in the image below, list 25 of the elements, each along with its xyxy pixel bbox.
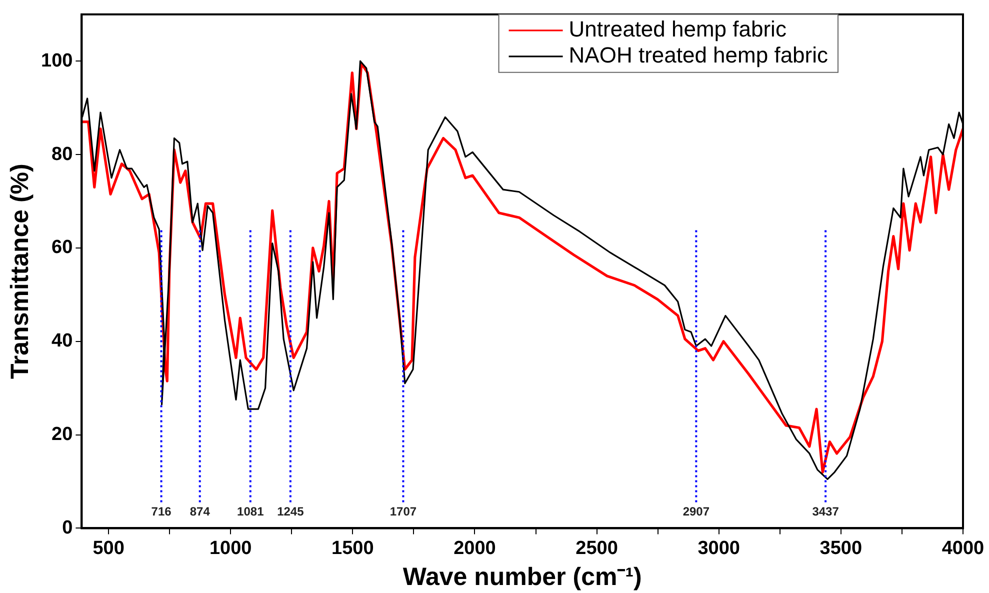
- x-tick-label: 4000: [942, 538, 984, 559]
- legend-label: Untreated hemp fabric: [568, 16, 786, 42]
- ref-line-label: 1707: [390, 504, 417, 519]
- x-axis-title: Wave number (cm⁻¹): [402, 562, 642, 591]
- ref-line-label: 1081: [237, 504, 264, 519]
- x-tick-label: 3000: [698, 538, 740, 559]
- x-tick-label: 1000: [209, 538, 252, 559]
- x-tick-label: 1500: [332, 538, 374, 559]
- y-tick-label: 20: [52, 424, 73, 446]
- ref-line-label: 3437: [812, 504, 840, 519]
- y-tick-label: 40: [52, 330, 73, 352]
- x-tick-label: 3500: [820, 538, 862, 559]
- y-tick-label: 0: [62, 517, 73, 538]
- y-tick-label: 80: [52, 144, 73, 165]
- x-tick-label: 500: [92, 538, 124, 559]
- ref-line-label: 874: [190, 504, 210, 519]
- ref-line-label: 2907: [682, 504, 710, 519]
- ref-line-label: 716: [151, 504, 172, 519]
- legend-label: NAOH treated hemp fabric: [568, 42, 828, 68]
- y-tick-label: 60: [52, 237, 73, 258]
- ref-line-label: 1245: [277, 504, 304, 519]
- y-tick-label: 100: [41, 50, 73, 72]
- x-tick-label: 2500: [576, 538, 618, 559]
- x-tick-label: 2000: [454, 538, 496, 559]
- y-axis-title: Transmittance (%): [6, 164, 34, 379]
